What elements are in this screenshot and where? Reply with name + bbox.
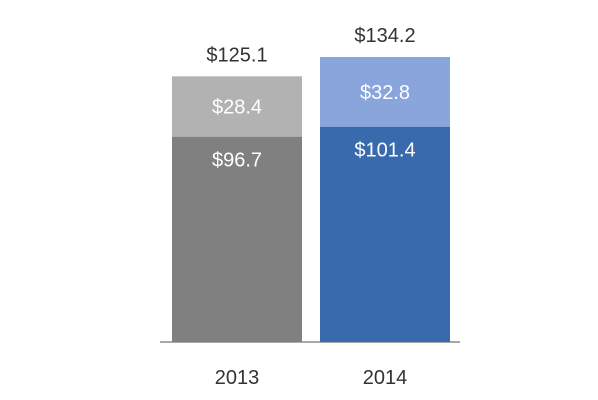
total-label-2014: $134.2 [354,25,415,47]
bar-2013-segment-top [172,76,302,137]
bar-2013-segment-bottom [172,136,302,342]
data-label-2013-top: $28.4 [212,96,262,118]
data-label-2014-bottom: $101.4 [354,140,415,162]
data-label-2014-top: $32.8 [360,82,410,104]
bar-2014-segment-bottom [320,126,450,342]
data-label-2013-bottom: $96.7 [212,150,262,172]
total-label-2013: $125.1 [206,44,267,66]
bar-2014-segment-top [320,57,450,127]
category-label-2014: 2014 [363,367,408,389]
category-label-2013: 2013 [215,367,260,389]
